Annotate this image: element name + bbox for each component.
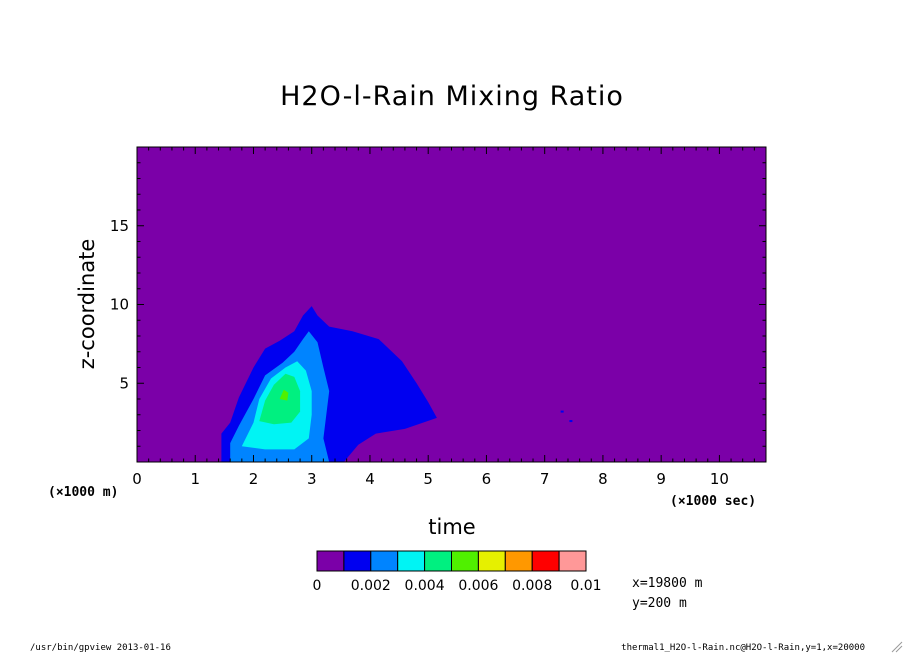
x-tick-label: 1 <box>190 470 200 488</box>
plot-area <box>136 146 767 463</box>
x-tick-label: 4 <box>365 470 375 488</box>
colorbar-label: 0.008 <box>512 578 552 594</box>
contour-speck <box>560 410 564 413</box>
x-unit-label: (×1000 sec) <box>670 494 756 509</box>
colorbar-label: 0.002 <box>351 578 391 594</box>
x-axis-label: time <box>428 515 475 539</box>
y-tick-label: 5 <box>119 374 129 392</box>
colorbar: 0 0.002 0.004 0.006 0.008 0.01 <box>313 550 602 594</box>
x-tick-label: 0 <box>132 470 142 488</box>
x-axis-ticks: 0 1 2 3 4 5 6 7 8 9 10 <box>132 147 767 488</box>
info-x: x=19800 m <box>632 576 703 591</box>
footer-left: /usr/bin/gpview 2013-01-16 <box>30 643 171 653</box>
x-tick-label: 3 <box>307 470 317 488</box>
chart-title: H2O-l-Rain Mixing Ratio <box>280 81 624 112</box>
colorbar-swatch <box>504 550 533 572</box>
x-tick-label: 5 <box>423 470 433 488</box>
colorbar-label: 0 <box>313 578 322 594</box>
x-tick-label: 7 <box>540 470 550 488</box>
colorbar-label: 0.006 <box>458 578 498 594</box>
x-tick-label: 8 <box>598 470 608 488</box>
colorbar-label: 0.01 <box>570 578 601 594</box>
colorbar-swatch <box>424 550 453 572</box>
colorbar-swatch <box>558 550 587 572</box>
colorbar-swatch <box>343 550 372 572</box>
colorbar-label: 0.004 <box>405 578 445 594</box>
y-axis-ticks: 5 10 15 <box>110 146 766 463</box>
colorbar-swatch <box>477 550 506 572</box>
colorbar-swatch <box>316 550 345 572</box>
resize-grip-icon[interactable] <box>891 641 903 653</box>
colorbar-swatch <box>370 550 399 572</box>
x-tick-label: 9 <box>656 470 666 488</box>
x-tick-label: 2 <box>249 470 259 488</box>
colorbar-swatch <box>397 550 426 572</box>
contour-speck <box>569 420 573 423</box>
footer-right: thermal1_H2O-l-Rain.nc@H2O-l-Rain,y=1,x=… <box>621 643 865 653</box>
contour-fill-0.005-0.006 <box>279 389 289 401</box>
y-unit-label: (×1000 m) <box>48 485 118 500</box>
colorbar-swatch <box>451 550 479 572</box>
info-y: y=200 m <box>632 596 687 611</box>
x-tick-label: 10 <box>710 470 729 488</box>
y-tick-label: 10 <box>110 296 129 314</box>
plot-background <box>137 147 766 462</box>
x-tick-label: 6 <box>482 470 492 488</box>
colorbar-swatch <box>531 550 560 572</box>
y-tick-label: 15 <box>110 217 129 235</box>
y-axis-label: z-coordinate <box>75 239 99 370</box>
